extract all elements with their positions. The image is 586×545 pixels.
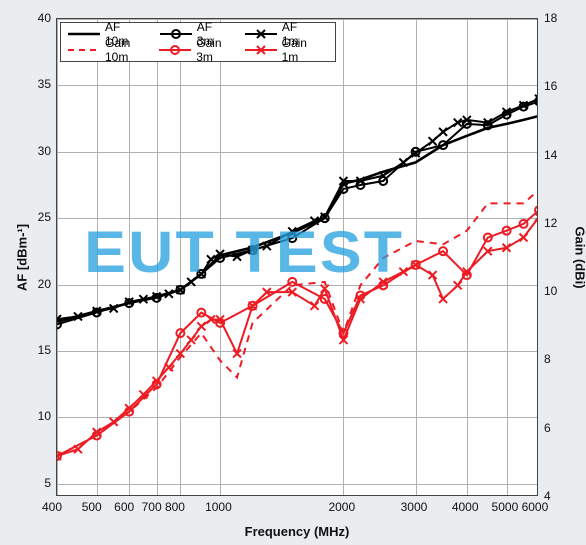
y-left-axis-title: AF [dBm-¹] xyxy=(15,218,30,298)
x-tick: 700 800 xyxy=(142,500,185,514)
y-left-tick: 40 xyxy=(38,11,51,25)
x-tick: 4000 xyxy=(452,500,479,514)
y-left-tick: 15 xyxy=(38,343,51,357)
series-gain-3m xyxy=(57,210,538,456)
y-right-tick: 18 xyxy=(544,11,557,25)
legend: AF 10mAF 3mAF 1mGain 10mGain 3mGain 1m xyxy=(60,22,336,62)
y-left-tick: 10 xyxy=(38,409,51,423)
y-right-tick: 10 xyxy=(544,284,557,298)
x-tick: 3000 xyxy=(401,500,428,514)
x-tick: 500 xyxy=(82,500,102,514)
y-right-tick: 12 xyxy=(544,216,557,230)
legend-item: Gain 3m xyxy=(158,42,231,58)
y-right-axis-title: Gain (dBi) xyxy=(573,218,586,298)
x-axis-title: Frequency (MHz) xyxy=(237,524,357,539)
series-svg xyxy=(57,19,538,496)
y-left-tick: 5 xyxy=(44,476,51,490)
x-tick: 1000 xyxy=(205,500,232,514)
y-right-tick: 6 xyxy=(544,421,551,435)
series-gain-1m xyxy=(57,217,538,456)
y-right-tick: 8 xyxy=(544,352,551,366)
legend-item: Gain 10m xyxy=(67,42,146,58)
x-tick: 600 xyxy=(114,500,134,514)
series-af-3m xyxy=(57,101,538,324)
x-tick: 2000 xyxy=(328,500,355,514)
x-tick: 400 xyxy=(42,500,62,514)
y-left-tick: 20 xyxy=(38,277,51,291)
legend-label: Gain 10m xyxy=(105,36,146,64)
y-left-tick: 35 xyxy=(38,77,51,91)
series-af-10m xyxy=(57,116,538,322)
legend-item: Gain 1m xyxy=(244,42,317,58)
legend-label: Gain 3m xyxy=(196,36,231,64)
plot-area xyxy=(56,18,538,496)
chart-container: AF [dBm-¹] Gain (dBi) Frequency (MHz) 5 1… xyxy=(0,0,586,545)
y-right-tick: 14 xyxy=(544,148,557,162)
legend-label: Gain 1m xyxy=(282,36,317,64)
y-right-tick: 16 xyxy=(544,79,557,93)
y-left-tick: 25 xyxy=(38,210,51,224)
x-tick: 5000 6000 xyxy=(492,500,549,514)
y-left-tick: 30 xyxy=(38,144,51,158)
series-af-1m xyxy=(57,99,538,319)
